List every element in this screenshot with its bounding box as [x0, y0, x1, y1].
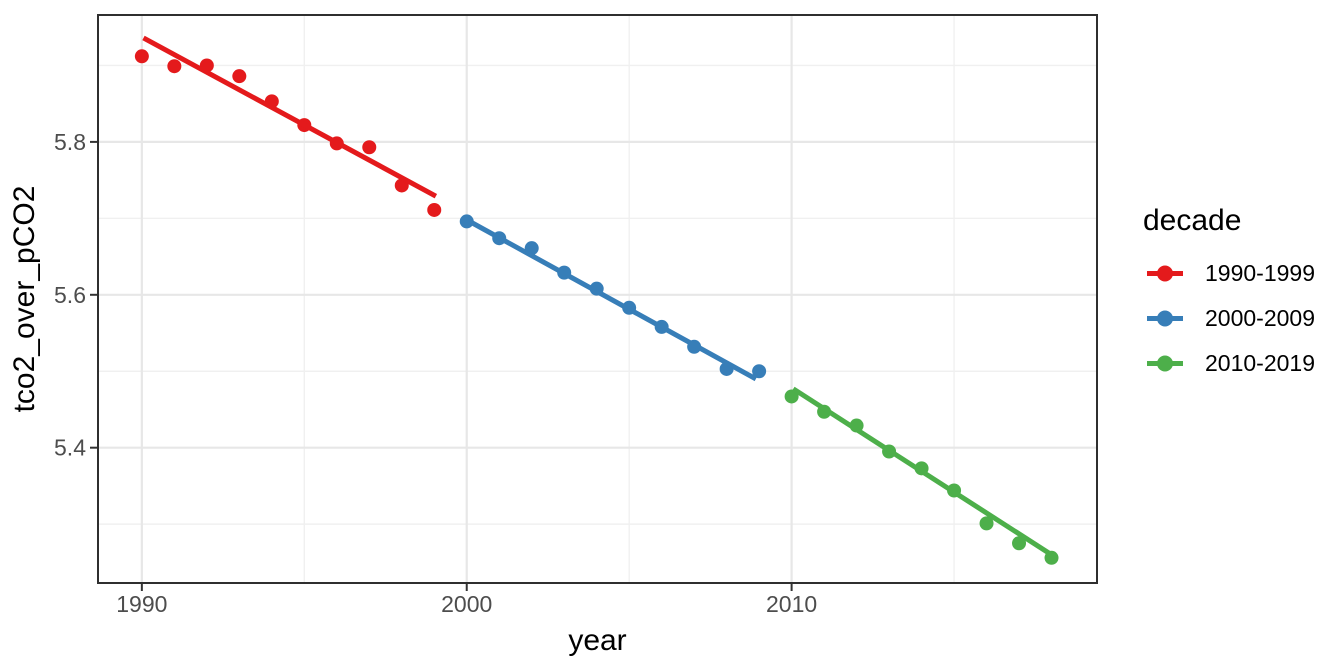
y-axis-tick-label: 5.6 [54, 282, 86, 308]
x-axis-title: year [568, 624, 627, 657]
data-point-1990-1999 [134, 49, 149, 64]
legend-item-2000-2009: 2000-2009 [1133, 296, 1344, 341]
data-point-2000-2009 [752, 364, 767, 379]
y-axis-tick-label: 5.8 [54, 129, 86, 155]
legend-label: 2000-2009 [1205, 305, 1315, 331]
data-point-1990-1999 [167, 59, 182, 74]
legend-key-line-dot-icon [1147, 310, 1183, 327]
x-axis-tick-label: 1990 [116, 591, 167, 617]
trend-line-2000-2009 [465, 217, 758, 382]
legend: decade 1990-1999 2000-2009 2010-2019 [1133, 203, 1344, 386]
data-point-2010-2019 [979, 516, 994, 531]
legend-label: 1990-1999 [1205, 260, 1315, 286]
data-point-1990-1999 [362, 140, 377, 155]
trend-line-2010-2019 [791, 386, 1053, 557]
legend-key-line-dot-icon [1147, 355, 1183, 372]
y-axis-title: tco2_over_pCO2 [8, 185, 41, 413]
data-point-2010-2019 [1012, 536, 1027, 551]
panel-border [97, 14, 1098, 584]
legend-item-2010-2019: 2010-2019 [1133, 341, 1344, 386]
data-point-1990-1999 [427, 202, 442, 217]
data-point-1990-1999 [232, 69, 247, 84]
panel-background [98, 15, 1097, 583]
y-axis-tick-label: 5.4 [54, 435, 86, 461]
legend-title: decade [1143, 204, 1242, 237]
x-axis-tick-label: 2000 [441, 591, 492, 617]
x-axis-tick-label: 2010 [766, 591, 817, 617]
trend-line-1990-1999 [142, 35, 438, 199]
legend-label: 2010-2019 [1205, 350, 1315, 376]
legend-key-line-dot-icon [1147, 265, 1183, 282]
legend-item-1990-1999: 1990-1999 [1133, 251, 1344, 296]
